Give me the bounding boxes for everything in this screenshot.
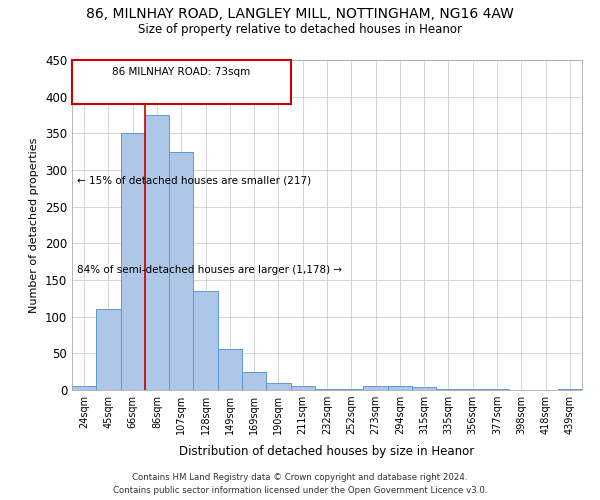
Text: 86 MILNHAY ROAD: 73sqm: 86 MILNHAY ROAD: 73sqm — [112, 66, 250, 76]
Bar — [193, 291, 218, 390]
Text: 86, MILNHAY ROAD, LANGLEY MILL, NOTTINGHAM, NG16 4AW: 86, MILNHAY ROAD, LANGLEY MILL, NOTTINGH… — [86, 8, 514, 22]
Bar — [121, 134, 145, 390]
Bar — [436, 388, 461, 390]
FancyBboxPatch shape — [72, 60, 290, 104]
Text: Contains HM Land Registry data © Crown copyright and database right 2024.
Contai: Contains HM Land Registry data © Crown c… — [113, 473, 487, 495]
Bar — [96, 310, 121, 390]
Bar — [169, 152, 193, 390]
Bar — [218, 349, 242, 390]
Bar — [388, 386, 412, 390]
Text: 84% of semi-detached houses are larger (1,178) →: 84% of semi-detached houses are larger (… — [77, 264, 342, 274]
Y-axis label: Number of detached properties: Number of detached properties — [29, 138, 40, 312]
Bar — [72, 386, 96, 390]
Text: Size of property relative to detached houses in Heanor: Size of property relative to detached ho… — [138, 22, 462, 36]
X-axis label: Distribution of detached houses by size in Heanor: Distribution of detached houses by size … — [179, 446, 475, 458]
Text: ← 15% of detached houses are smaller (217): ← 15% of detached houses are smaller (21… — [77, 176, 311, 186]
Bar — [558, 388, 582, 390]
Bar — [339, 388, 364, 390]
Bar — [290, 386, 315, 390]
Bar — [315, 388, 339, 390]
Bar — [412, 387, 436, 390]
Bar — [266, 382, 290, 390]
Bar — [364, 386, 388, 390]
Bar — [242, 372, 266, 390]
Bar — [145, 115, 169, 390]
